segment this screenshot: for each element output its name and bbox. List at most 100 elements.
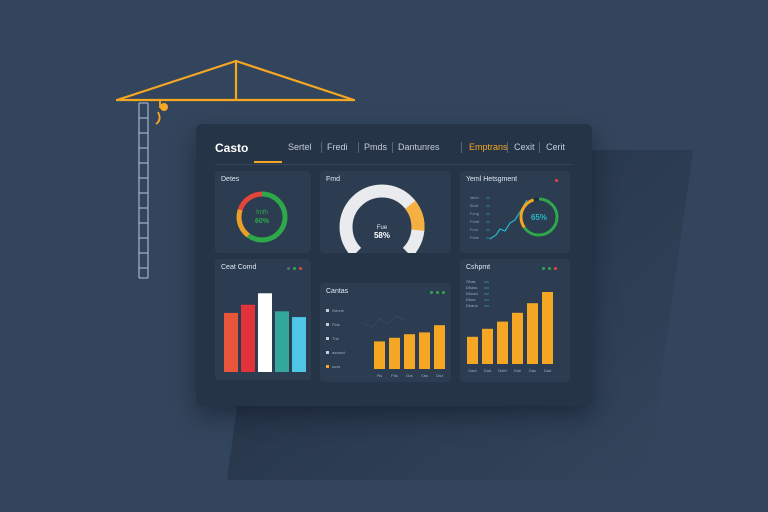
header-divider — [215, 164, 573, 165]
output-status-dot — [542, 267, 545, 270]
top-navigation: Casto Sertel Fredi Pmds Dantunres Emptra… — [196, 124, 592, 164]
cost-bar — [292, 317, 306, 372]
cost-bar — [258, 293, 272, 372]
costs-tick-label: Cbs — [421, 373, 428, 378]
nav-separator — [358, 142, 359, 153]
trend-axis-label: Fzng — [470, 211, 479, 216]
costs-bar-chart: Genne Flda Tne asnesd suss Fts Flts Gzs Cbs Dnz — [326, 308, 445, 378]
trend-ring-segment-1 — [519, 197, 559, 237]
costs-tick-label: Dnz — [436, 373, 443, 378]
costs-legend-swatch — [326, 351, 329, 354]
costs-legend-swatch — [326, 309, 329, 312]
output-tick-label: Dad — [484, 368, 491, 373]
costs-legend-label: suss — [332, 364, 340, 369]
output-tick-label: Ddet — [498, 368, 507, 373]
trend-chart: fatch Bndt Fzng Pmdt Frcn Fshe 65% — [470, 195, 559, 240]
costs-legend-label: asnesd — [332, 350, 345, 355]
trend-value: 65% — [531, 213, 547, 222]
costs-status-dot — [430, 291, 433, 294]
nav-separator — [539, 142, 540, 153]
nav-item-sertel[interactable]: Sertel — [288, 142, 312, 152]
trend-axis-label: Fshe — [470, 235, 480, 240]
costs-tick-label: Fts — [377, 373, 383, 378]
output-card[interactable]: Cshpmt Ghas Dhass Dhusd Dhes Dhans Dact Dad Dde… — [460, 259, 570, 382]
costs-legend-label: Tne — [332, 336, 340, 341]
nav-separator — [321, 142, 322, 153]
output-tick-label: Dad — [544, 368, 551, 373]
nav-item-cexit[interactable]: Cexit — [514, 142, 535, 152]
costs-tick-label: Gzs — [406, 373, 413, 378]
trend-axis-label: Bndt — [470, 203, 479, 208]
cost-bar — [275, 311, 289, 372]
costs-card[interactable]: Cantas Genne Flda Tne asnesd suss Fts Flts Gzs C… — [320, 283, 451, 382]
status-ring-segment-3 — [236, 191, 288, 243]
trend-axis-label: Pmdt — [470, 219, 480, 224]
costs-bar — [434, 325, 445, 369]
dashboard-window: Casto Sertel Fredi Pmds Dantunres Emptra… — [196, 124, 592, 406]
trend-card-title: Yeml Hetsgment — [466, 176, 518, 183]
output-tick-label: Dde — [514, 368, 522, 373]
nav-separator — [392, 142, 393, 153]
costs-bar — [419, 332, 430, 369]
costs-tick-label: Flts — [391, 373, 397, 378]
status-ring-chart: fmfh 60% — [236, 191, 288, 243]
output-card-title: Cshpmt — [466, 264, 491, 271]
trend-axis-label: Frcn — [470, 227, 478, 232]
output-tick-label: Dact — [468, 368, 477, 373]
status-center-label: fmfh — [256, 210, 268, 216]
nav-item-dantunres[interactable]: Dantunres — [398, 142, 440, 152]
output-bar — [467, 336, 478, 364]
gauge-card[interactable]: Fmd Fue 58% — [320, 171, 451, 258]
cost-bar-chart — [224, 293, 306, 372]
output-status-dot — [548, 267, 551, 270]
cost-status-dot — [287, 267, 290, 270]
costs-legend-swatch — [326, 323, 329, 326]
cost-card[interactable]: Ceat Comd — [215, 259, 311, 380]
cost-card-title: Ceat Comd — [221, 264, 257, 271]
costs-legend-label: Genne — [332, 308, 345, 313]
costs-card-title: Cantas — [326, 288, 349, 295]
output-legend-label: Dhass — [466, 285, 477, 290]
nav-item-fredi[interactable]: Fredi — [327, 142, 348, 152]
output-bar — [527, 303, 538, 364]
costs-trend-line — [361, 315, 405, 328]
gauge-accent-segment — [404, 200, 425, 231]
output-legend-label: Dhans — [466, 303, 478, 308]
costs-legend-swatch — [326, 337, 329, 340]
nav-item-emptrans[interactable]: Emptrans — [469, 142, 508, 152]
costs-status-dot — [436, 291, 439, 294]
nav-item-cerit[interactable]: Cerit — [546, 142, 566, 152]
cost-bar — [241, 304, 255, 372]
cost-status-dot — [293, 267, 296, 270]
cost-bar — [224, 312, 238, 372]
gauge-center-value: 58% — [374, 231, 390, 240]
trend-card[interactable]: Yeml Hetsgment fatch Bndt Fzng Pmdt Frcn Fshe… — [460, 171, 570, 253]
nav-separator — [507, 142, 508, 153]
gauge-track — [339, 184, 425, 258]
brand-title: Casto — [215, 141, 249, 155]
gauge-chart: Fue 58% — [339, 184, 425, 258]
costs-status-dot — [442, 291, 445, 294]
output-bar — [497, 321, 508, 364]
gauge-card-title: Fmd — [326, 176, 340, 183]
costs-legend-swatch — [326, 365, 329, 368]
trend-ring-segment-2 — [519, 197, 559, 237]
nav-separator — [461, 142, 462, 153]
output-legend-label: Ghas — [466, 279, 476, 284]
cost-status-dot — [299, 267, 302, 270]
output-bar — [512, 312, 523, 364]
output-bar — [482, 328, 493, 364]
output-bar — [542, 292, 553, 364]
output-status-dot — [554, 267, 557, 270]
output-legend-label: Dhes — [466, 297, 475, 302]
nav-item-pmds[interactable]: Pmds — [364, 142, 388, 152]
status-ring-segment-2 — [236, 191, 288, 243]
trend-status-dot — [555, 179, 558, 182]
status-card[interactable]: Detes fmfh 60% — [215, 171, 311, 253]
gauge-center-label: Fue — [377, 225, 388, 231]
costs-legend-label: Flda — [332, 322, 341, 327]
output-tick-label: Dac — [529, 368, 536, 373]
costs-bar — [389, 337, 400, 369]
status-card-title: Detes — [221, 176, 240, 183]
costs-bar — [374, 341, 385, 369]
